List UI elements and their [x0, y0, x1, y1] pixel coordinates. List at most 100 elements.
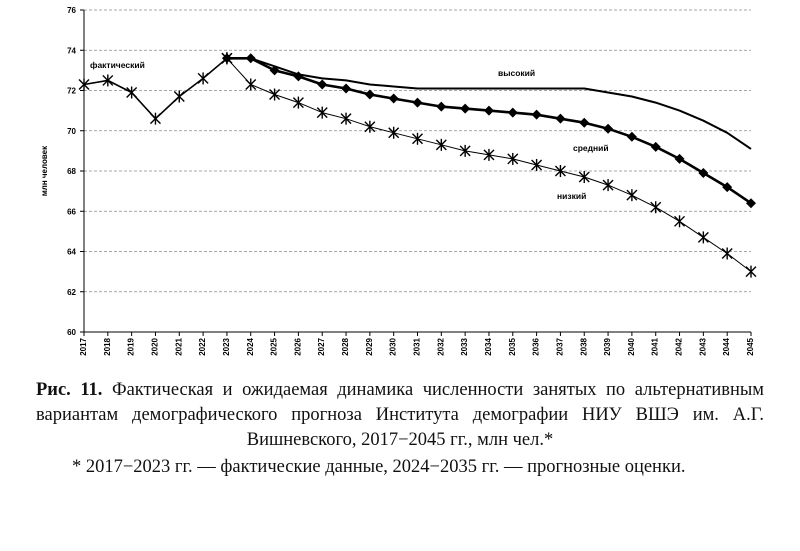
x-tick-label: 2045 [746, 337, 755, 355]
y-tick-label: 74 [67, 46, 76, 55]
x-tick-label: 2038 [579, 337, 588, 355]
figure-caption: Рис. 11. Фактическая и ожидаемая динамик… [36, 378, 764, 480]
x-tick-label: 2020 [150, 337, 159, 355]
x-tick-label: 2023 [222, 337, 231, 355]
y-tick-label: 62 [67, 288, 76, 297]
series-3-marker [269, 88, 281, 101]
y-tick-label: 66 [67, 207, 76, 216]
y-tick-label: 70 [67, 127, 76, 136]
caption-main: Рис. 11. Фактическая и ожидаемая динамик… [36, 378, 764, 453]
y-tick-label: 64 [67, 248, 76, 257]
series-2-marker [245, 53, 256, 64]
series-3-marker [531, 158, 543, 171]
y-tick-label: 60 [67, 328, 76, 337]
x-tick-label: 2017 [79, 337, 88, 355]
x-tick-label: 2036 [532, 337, 541, 355]
series-3-marker [721, 247, 733, 260]
series-3-marker [602, 179, 614, 192]
series-3-marker [578, 171, 590, 184]
y-axis-label: млн человек [40, 145, 49, 196]
x-tick-label: 2034 [484, 337, 493, 355]
series-0-marker [78, 78, 90, 91]
series-label-low: низкий [557, 191, 586, 201]
series-2-marker [364, 89, 375, 100]
x-tick-label: 2030 [389, 337, 398, 355]
series-2-marker [746, 198, 756, 209]
series-markers [78, 52, 757, 278]
series-label-high: высокий [498, 68, 535, 78]
x-tick-label: 2029 [365, 337, 374, 355]
series-3-marker [650, 201, 662, 214]
series-label-medium: средний [573, 143, 609, 153]
series-3-marker [245, 78, 257, 91]
series-3-marker [459, 144, 471, 157]
x-tick-label: 2024 [246, 337, 255, 355]
x-tick-label: 2022 [198, 337, 207, 355]
x-tick-label: 2039 [603, 337, 612, 355]
caption-note: * 2017−2023 гг. — фактические данные, 20… [72, 457, 686, 477]
y-tick-label: 68 [67, 167, 76, 176]
x-tick-label: 2018 [103, 337, 112, 355]
series-2-marker [722, 182, 733, 193]
caption-label: Рис. 11. [36, 380, 103, 400]
y-tick-labels: 60 62 64 66 68 70 72 74 76 [67, 6, 84, 337]
series-2-marker [317, 79, 328, 90]
series-2-marker [460, 103, 471, 114]
y-tick-label: 72 [67, 87, 76, 96]
series-labels: фактический высокий средний низкий [90, 60, 609, 201]
series-2-marker [269, 65, 280, 76]
series-3-marker [388, 126, 400, 139]
x-tick-label: 2035 [508, 337, 517, 355]
series-3-marker [412, 132, 423, 145]
series-2-marker [555, 113, 566, 124]
x-tick-label: 2033 [460, 337, 469, 355]
x-tick-label: 2042 [675, 337, 684, 355]
series-line-1 [226, 57, 752, 150]
series-2-marker [507, 107, 518, 118]
series-2-marker [698, 168, 709, 179]
series-3-marker [507, 152, 519, 165]
y-tick-label: 76 [67, 6, 76, 15]
series-2-marker [579, 117, 590, 128]
series-3-marker [364, 120, 376, 133]
x-tick-label: 2043 [698, 337, 707, 355]
x-tick-labels: 2017 2018 2019 2020 2021 2022 2023 2024 2025 2026… [79, 332, 755, 356]
series-2-marker [531, 109, 542, 120]
x-tick-label: 2041 [651, 337, 660, 355]
series-2-marker [603, 123, 614, 134]
series-2-marker [341, 83, 352, 94]
caption-text: Фактическая и ожидаемая динамика численн… [36, 380, 764, 450]
series-0-marker [173, 90, 185, 103]
x-tick-label: 2026 [293, 337, 302, 355]
series-0-marker [197, 72, 209, 85]
series-3-marker [316, 106, 328, 119]
series-3-marker [626, 189, 638, 202]
series-2-marker [626, 131, 637, 142]
series-2-marker [293, 71, 304, 82]
series-3-marker [697, 231, 709, 244]
x-tick-label: 2028 [341, 337, 350, 355]
series-2-marker [412, 97, 423, 108]
x-tick-label: 2032 [436, 337, 445, 355]
series-3-marker [292, 96, 304, 109]
grid-lines [84, 9, 751, 293]
series-3-marker [435, 138, 447, 151]
x-tick-label: 2027 [317, 337, 326, 355]
series-3-marker [221, 52, 233, 65]
series-2-marker [483, 105, 494, 116]
x-tick-label: 2021 [174, 337, 183, 355]
series-0-marker [102, 74, 114, 87]
series-label-actual: фактический [90, 60, 145, 70]
x-tick-label: 2031 [413, 337, 422, 355]
series-2-marker [650, 141, 661, 152]
series-2-marker [436, 101, 447, 112]
x-tick-label: 2044 [722, 337, 731, 355]
x-tick-label: 2025 [270, 337, 279, 355]
series-3-marker [554, 165, 566, 177]
series-3-marker [340, 112, 352, 125]
series-0-marker [149, 112, 161, 125]
series-3-marker [745, 265, 757, 278]
x-tick-label: 2037 [555, 337, 564, 355]
series-3-marker [674, 215, 686, 228]
